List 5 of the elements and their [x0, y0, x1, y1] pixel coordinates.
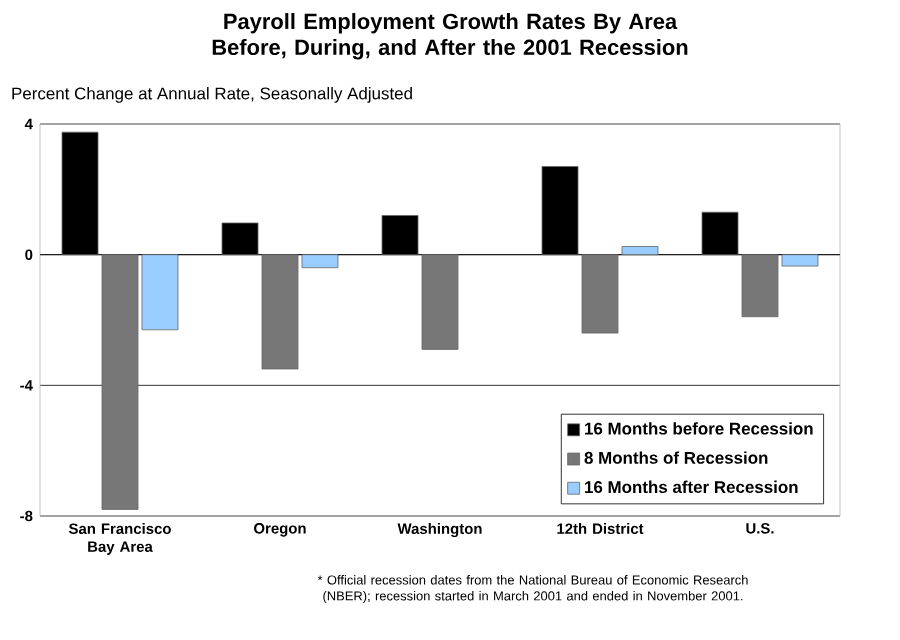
legend-label: 16 Months before Recession: [585, 422, 813, 435]
chart-title: Payroll Employment Growth Rates By Area Before, During, and After the 2001 Recession: [212, 13, 688, 60]
legend-label: 8 Months of Recession: [584, 451, 768, 464]
legend-label: 16 Months after Recession: [585, 480, 798, 494]
chart-subtitle: Percent Change at Annual Rate, Seasonally Adjusted: [12, 87, 412, 103]
